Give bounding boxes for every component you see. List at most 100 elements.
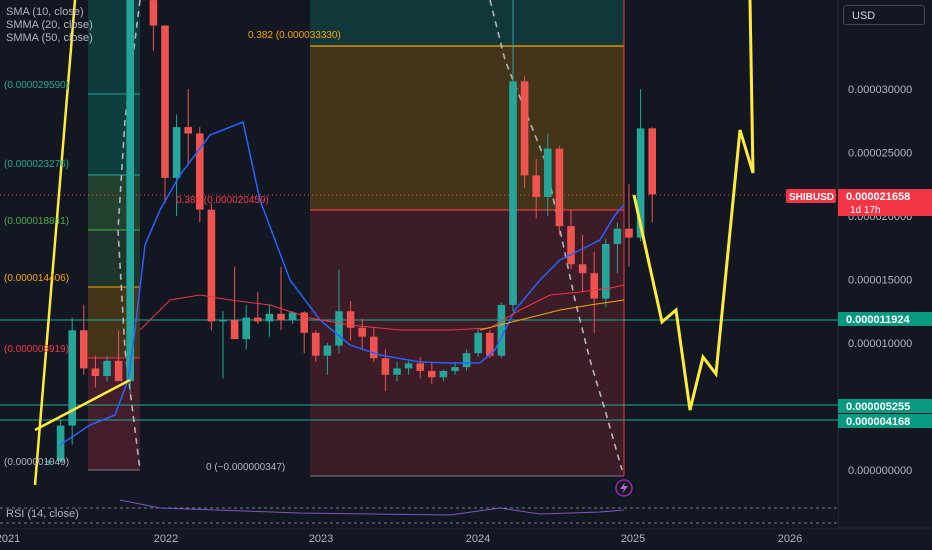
fib-label-right: 0.382 (0.000033330) <box>248 30 341 41</box>
legend-sma[interactable]: SMA (10, close) <box>6 6 84 18</box>
rsi-panel <box>0 503 838 528</box>
trendline <box>33 0 77 486</box>
candle <box>184 127 192 134</box>
candle <box>439 370 448 378</box>
candle <box>578 264 587 274</box>
candle <box>428 370 436 378</box>
fib-label-right: 0 (−0.000000347) <box>206 462 285 473</box>
fib-label-left: (0.000008919) <box>4 344 69 355</box>
candle <box>346 311 355 328</box>
symbol-badge <box>786 189 836 203</box>
candle <box>242 317 250 340</box>
lightning-icon <box>615 479 633 497</box>
candle <box>161 25 169 178</box>
smma50-line <box>479 299 625 331</box>
indicator-legend: SMA (10, close) SMMA (20, close) SMMA (5… <box>6 6 93 45</box>
fib-label-left: (0.000014406) <box>4 273 69 284</box>
candle <box>323 345 332 356</box>
candle <box>416 363 424 371</box>
countdown-badge <box>838 203 932 216</box>
candle <box>254 317 262 322</box>
candle <box>462 353 471 368</box>
candle <box>312 332 320 356</box>
candle <box>265 313 274 322</box>
trendline <box>34 378 131 432</box>
price-badge-label: 0.000005255 <box>846 401 910 413</box>
fib-label-right: 0.386 (0.000020459) <box>176 195 269 206</box>
smma20-line <box>139 284 625 331</box>
projection-path <box>632 0 755 411</box>
price-badge <box>838 189 932 203</box>
candle <box>451 367 459 371</box>
candle <box>613 228 622 244</box>
time-tick-label: 2022 <box>154 533 178 545</box>
candle <box>544 148 552 197</box>
price-badge <box>838 312 932 326</box>
candle <box>300 312 308 333</box>
fib-label-left: (0.000018841) <box>4 216 69 227</box>
lightning-icon <box>620 482 628 494</box>
candle <box>648 128 656 195</box>
price-tick-label: 0.000030000 <box>848 84 912 96</box>
price-tick-label: 0.000015000 <box>848 275 912 287</box>
candle <box>590 273 598 299</box>
candle <box>56 425 65 462</box>
price-badge-label: 0.000004168 <box>846 416 910 428</box>
candle <box>381 358 390 375</box>
price-badge <box>838 414 932 428</box>
candle <box>625 228 633 238</box>
fib-label-left: (0.000001049) <box>4 457 69 468</box>
candle <box>393 368 401 375</box>
price-tick-label: 0.000010000 <box>848 338 912 350</box>
fib-zone-right <box>310 210 624 476</box>
candle <box>172 127 181 178</box>
rsi-line <box>119 499 625 516</box>
candle <box>45 461 53 463</box>
time-tick-label: 2024 <box>466 533 490 545</box>
candle <box>196 133 204 210</box>
price-badge-label: 0.000021658 <box>846 191 910 203</box>
candle <box>474 332 482 354</box>
projection-line <box>489 0 623 471</box>
sma-line <box>59 120 625 446</box>
price-badge-label: 0.000011924 <box>846 314 911 326</box>
candle <box>509 81 517 305</box>
time-tick-label: 2025 <box>621 533 645 545</box>
candle <box>80 330 88 369</box>
countdown-label: 1d 17h <box>850 205 881 216</box>
candle <box>230 320 239 340</box>
candle <box>520 81 529 176</box>
candle <box>68 330 76 426</box>
candle <box>335 311 343 346</box>
fib-zone-right <box>310 0 624 46</box>
candle <box>114 360 123 382</box>
price-tick-label: 0.000000000 <box>848 465 912 477</box>
price-tick-label: 0.000025000 <box>848 148 912 160</box>
candle <box>555 148 564 227</box>
legend-smma20[interactable]: SMMA (20, close) <box>6 19 93 31</box>
candle <box>404 363 413 369</box>
candle <box>277 313 285 321</box>
candle <box>219 320 227 322</box>
candle <box>91 368 100 377</box>
symbol-label: SHIBUSD <box>789 192 834 203</box>
candle <box>602 243 610 299</box>
candle <box>532 175 540 197</box>
candle <box>149 0 158 26</box>
candle <box>567 226 575 265</box>
fib-label-left: (0.000029590) <box>4 80 69 91</box>
candle <box>370 336 378 359</box>
candle <box>636 128 645 238</box>
legend-smma50[interactable]: SMMA (50, close) <box>6 32 93 44</box>
price-badge <box>838 399 932 413</box>
currency-selector[interactable]: USD <box>843 5 925 25</box>
fib-label-left: (0.000023276) <box>4 159 69 170</box>
time-tick-label: 2026 <box>778 533 802 545</box>
time-tick-label: 2021 <box>0 533 20 545</box>
rsi-label[interactable]: RSI (14, close) <box>6 508 79 520</box>
candle <box>126 0 134 382</box>
time-tick-label: 2023 <box>309 533 333 545</box>
candle <box>288 312 297 321</box>
fib-zone-right <box>310 46 624 210</box>
